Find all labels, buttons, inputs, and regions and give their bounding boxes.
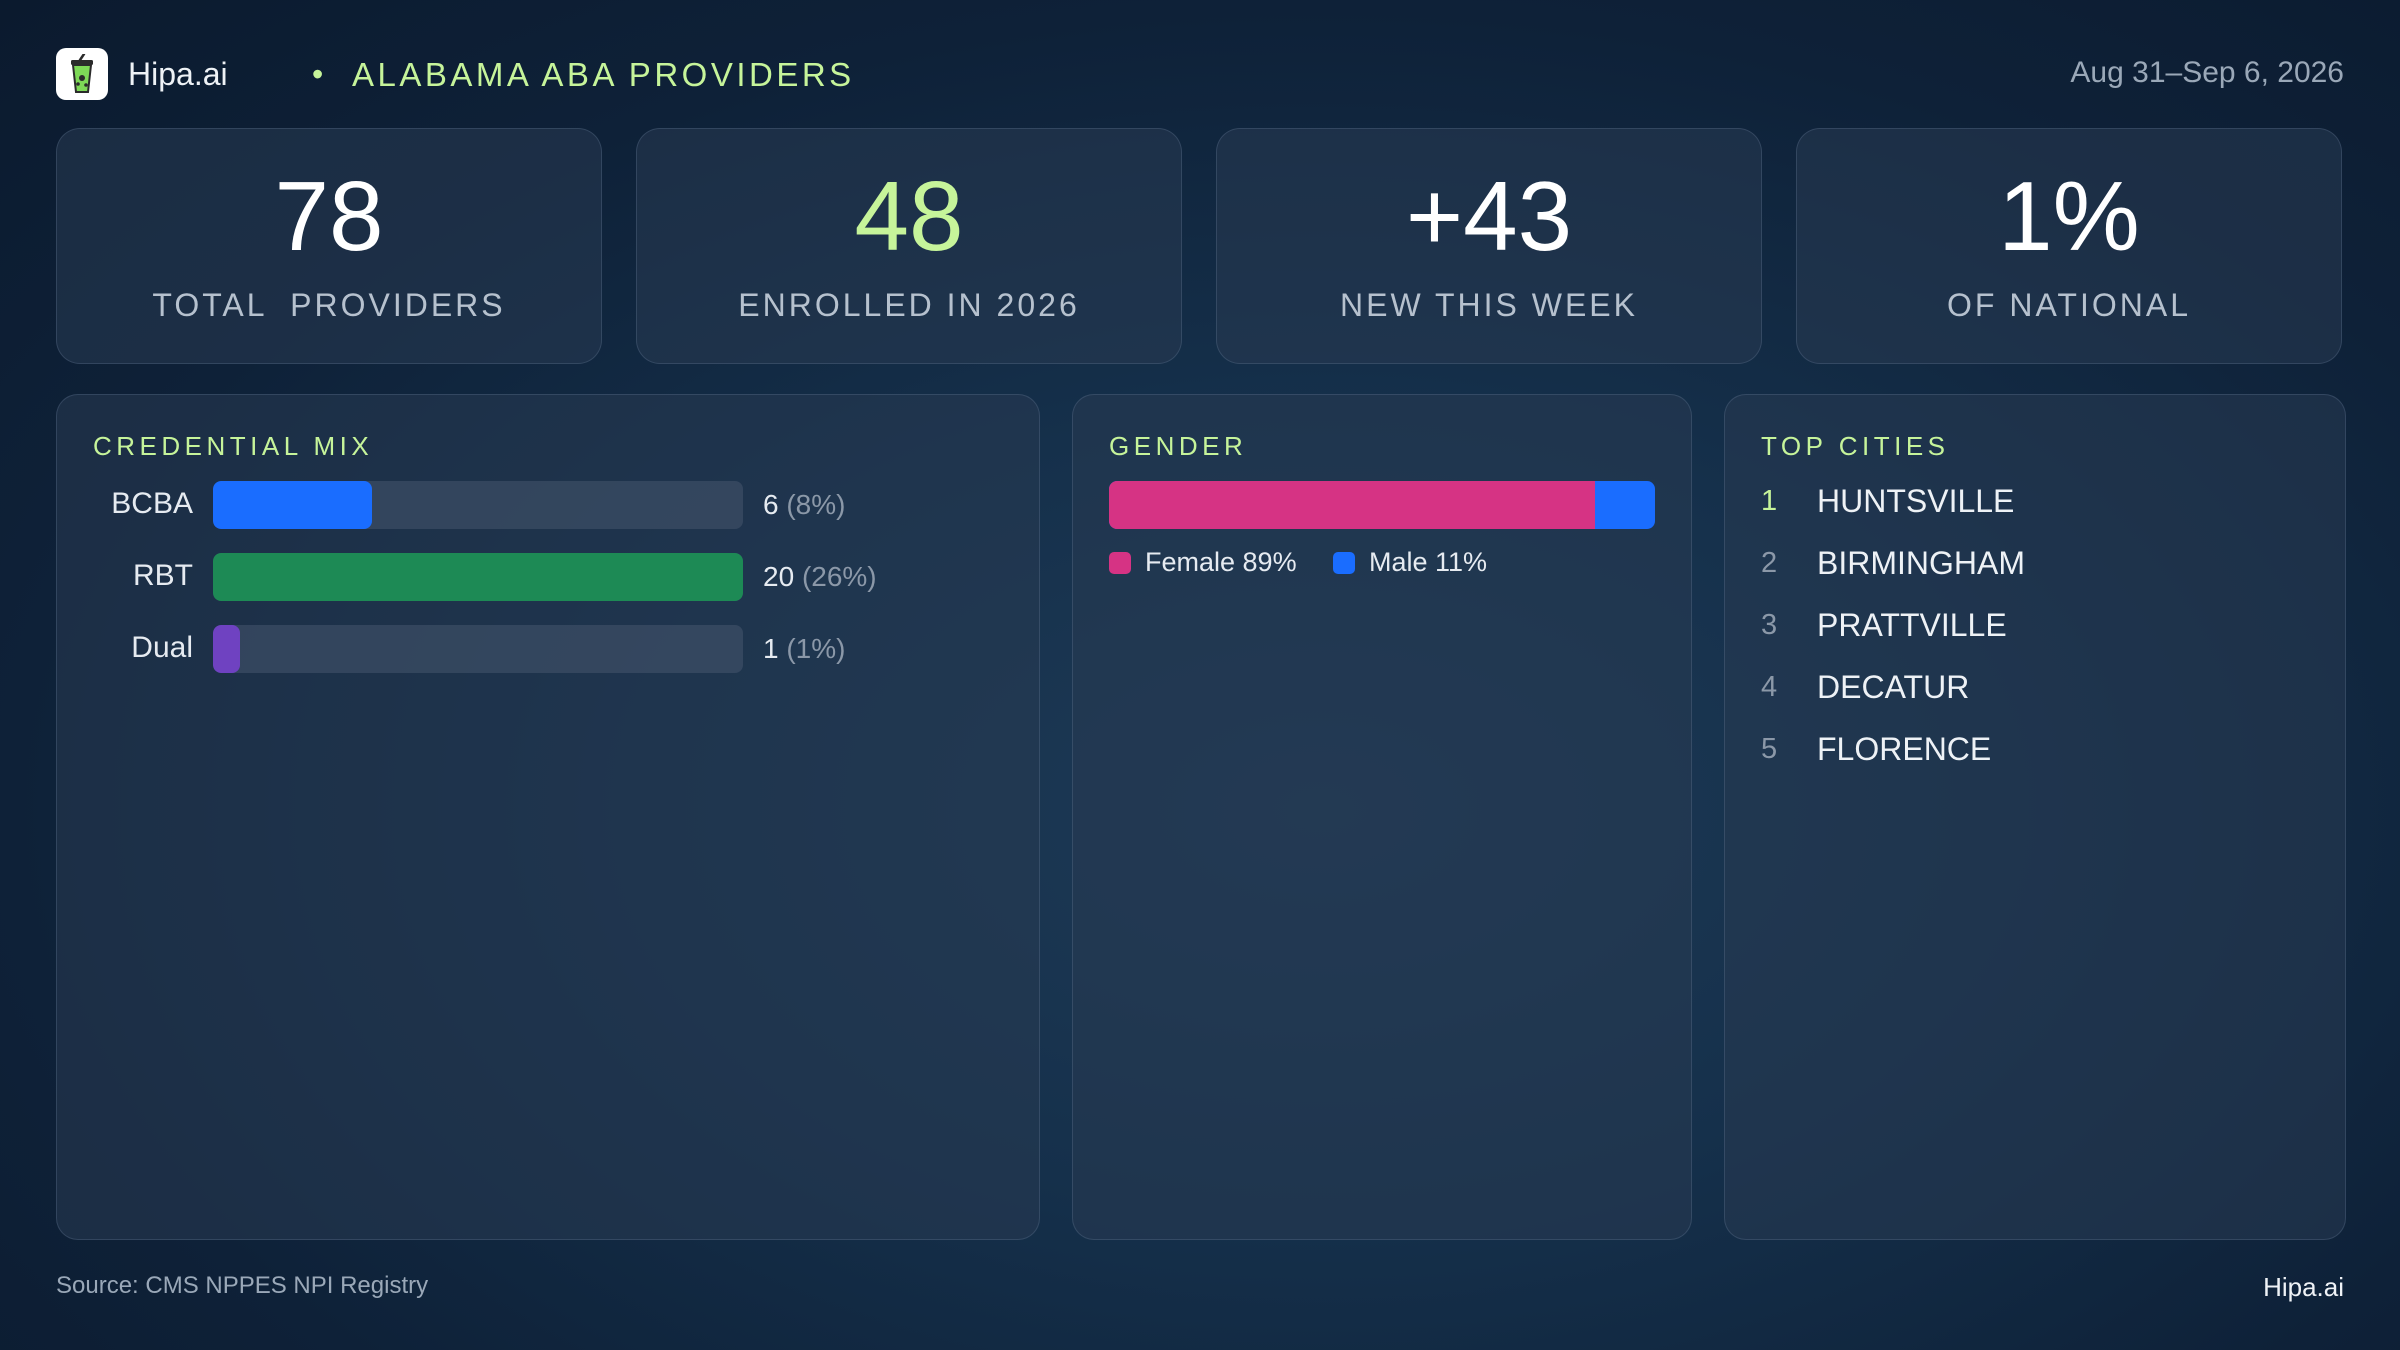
city-rank: 1 xyxy=(1761,485,1778,517)
credential-bar xyxy=(213,553,743,601)
stat-card-enrolled: 48 ENROLLED IN 2026 xyxy=(636,128,1182,364)
credential-value: 6 (8%) xyxy=(763,489,845,521)
city-rank: 3 xyxy=(1761,609,1778,641)
city-name: PRATTVILLE xyxy=(1817,607,2007,643)
brand-name: Hipa.ai xyxy=(128,56,228,92)
city-name: DECATUR xyxy=(1817,669,1970,705)
credential-percent: (26%) xyxy=(801,561,877,592)
panel-title: TOP CITIES xyxy=(1761,431,1950,461)
credential-value: 20 (26%) xyxy=(763,561,877,593)
title-separator: • xyxy=(312,56,324,92)
gender-bar xyxy=(1109,481,1655,529)
stat-value: 1% xyxy=(1998,161,2140,271)
legend-male: Male 11% xyxy=(1333,547,1487,578)
credential-percent: (1%) xyxy=(786,633,846,664)
stat-label: TOTAL PROVIDERS xyxy=(152,287,506,323)
panel-title: GENDER xyxy=(1109,431,1248,461)
gender-panel: GENDER Female 89% Male 11% xyxy=(1072,394,1692,1240)
city-name: FLORENCE xyxy=(1817,731,1992,767)
credential-percent: (8%) xyxy=(786,489,846,520)
city-rank: 2 xyxy=(1761,547,1778,579)
credential-bar xyxy=(213,625,240,673)
stat-label: ENROLLED IN 2026 xyxy=(738,287,1080,323)
city-rank: 4 xyxy=(1761,671,1778,703)
stat-card-total-providers: 78 TOTAL PROVIDERS xyxy=(56,128,602,364)
stat-value: +43 xyxy=(1405,161,1573,271)
credential-bar xyxy=(213,481,372,529)
credential-label: BCBA xyxy=(111,487,193,520)
header: Hipa.ai • ALABAMA ABA PROVIDERS Aug 31–S… xyxy=(56,48,2344,100)
credential-row-bcba: BCBA 6 (8%) xyxy=(57,481,1039,529)
legend-female-label: Female 89% xyxy=(1145,547,1297,577)
stat-label: OF NATIONAL xyxy=(1947,287,2191,323)
credential-count: 1 xyxy=(763,633,779,664)
top-cities-panel: TOP CITIES 1 HUNTSVILLE 2 BIRMINGHAM 3 P… xyxy=(1724,394,2346,1240)
male-swatch xyxy=(1333,552,1355,574)
footer-source: Source: CMS NPPES NPI Registry xyxy=(56,1272,429,1299)
stat-card-of-national: 1% OF NATIONAL xyxy=(1796,128,2342,364)
stat-value: 48 xyxy=(854,161,964,271)
footer-brand: Hipa.ai xyxy=(2263,1272,2344,1302)
gender-female-segment xyxy=(1109,481,1595,529)
panel-title: CREDENTIAL MIX xyxy=(93,431,374,461)
stat-value: 78 xyxy=(274,161,384,271)
credential-mix-panel: CREDENTIAL MIX BCBA 6 (8%) RBT 20 (26%) … xyxy=(56,394,1040,1240)
credential-bar-track xyxy=(213,481,743,529)
stat-card-new-this-week: +43 NEW THIS WEEK xyxy=(1216,128,1762,364)
credential-count: 20 xyxy=(763,561,795,592)
credential-row-rbt: RBT 20 (26%) xyxy=(57,553,1039,601)
credential-row-dual: Dual 1 (1%) xyxy=(57,625,1039,673)
page-title: ALABAMA ABA PROVIDERS xyxy=(352,56,855,93)
city-rank: 5 xyxy=(1761,733,1778,765)
female-swatch xyxy=(1109,552,1131,574)
credential-bar-track xyxy=(213,553,743,601)
credential-label: RBT xyxy=(133,559,193,592)
legend-female: Female 89% xyxy=(1109,547,1297,578)
city-name: BIRMINGHAM xyxy=(1817,545,2025,581)
cup-icon xyxy=(71,54,93,93)
credential-label: Dual xyxy=(131,631,193,664)
legend-male-label: Male 11% xyxy=(1369,547,1488,577)
credential-value: 1 (1%) xyxy=(763,633,845,665)
city-name: HUNTSVILLE xyxy=(1817,483,2015,519)
credential-bar-track xyxy=(213,625,743,673)
credential-count: 6 xyxy=(763,489,779,520)
stat-label: NEW THIS WEEK xyxy=(1340,287,1638,323)
logo xyxy=(56,48,108,100)
date-range: Aug 31–Sep 6, 2026 xyxy=(2070,56,2344,89)
